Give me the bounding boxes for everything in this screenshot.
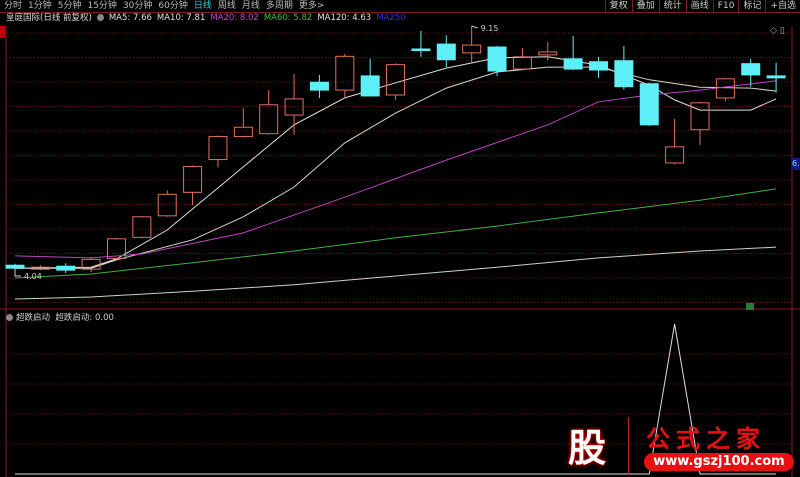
candle-up [512, 56, 532, 70]
tool-buttons: 复权 叠加 统计 画线 F10 标记 +自选 [604, 0, 800, 12]
candle-down [5, 264, 25, 269]
logo-url: www.gszj100.com [644, 453, 794, 471]
tab-period[interactable]: 更多> [298, 1, 325, 11]
candle-down [614, 60, 634, 88]
candle-up [538, 51, 558, 56]
ma-line-ma5 [14, 56, 777, 269]
tab-period[interactable]: 5分钟 [57, 1, 82, 11]
ma-legend-item: MA60: 5.82 [263, 13, 313, 23]
indicator-name: 超跌启动 [16, 313, 51, 323]
tool-button[interactable]: +自选 [765, 0, 800, 12]
low-annotation: 4.04 [24, 272, 42, 281]
candle-up [183, 165, 203, 193]
ma-line-ma120 [14, 246, 777, 300]
logo-char: 股 [568, 426, 607, 470]
settings-dot-icon[interactable] [96, 14, 104, 21]
price-cursor-tag: 6. [792, 158, 800, 170]
ma-legend: 皇庭国际(日线 前复权) MA5: 7.66 MA10: 7.81 MA20: 8.0… [6, 13, 416, 24]
period-tabs: 分时 1分钟 5分钟 15分钟 30分钟 60分钟 日线 周线 月线 多周期 更多> [4, 0, 324, 12]
tab-period[interactable]: 分时 [4, 1, 23, 11]
candle-down [487, 46, 507, 72]
signal-marker [746, 303, 754, 310]
tool-button[interactable]: 叠加 [631, 0, 659, 12]
candle-down [56, 265, 76, 271]
tab-period[interactable]: 60分钟 [158, 1, 188, 11]
candle-down [309, 81, 329, 91]
tool-button[interactable]: 统计 [658, 0, 686, 12]
candle-down [563, 58, 583, 70]
ma-line-ma20 [14, 80, 777, 259]
candle-up [715, 78, 735, 99]
ma-legend-item: MA10: 7.81 [156, 13, 206, 23]
candle-up [335, 55, 355, 91]
logo-name: 公式之家 [646, 424, 766, 453]
candle-down [411, 48, 431, 51]
logo-divider [628, 417, 629, 475]
ma-line-ma10 [15, 66, 777, 269]
tab-period[interactable]: 日线 [193, 1, 212, 11]
watermark-logo: 股 公式之家 www.gszj100.com [556, 415, 800, 477]
candle-down [589, 61, 609, 71]
ma-legend-item: MA20: 8.02 [210, 13, 259, 23]
candle-up [81, 258, 101, 270]
candle-down [741, 63, 761, 76]
high-annotation: 9.15 [481, 24, 499, 33]
candle-up [690, 102, 710, 131]
tab-period[interactable]: 月线 [241, 1, 260, 11]
ma-legend-item: MA250 [376, 13, 406, 23]
tab-period[interactable]: 周线 [217, 1, 236, 11]
tool-button[interactable]: 画线 [685, 0, 713, 12]
tool-button[interactable]: 复权 [604, 0, 632, 12]
ma-legend-item: MA5: 7.66 [108, 13, 152, 23]
tab-period[interactable]: 30分钟 [122, 1, 153, 11]
candle-down [639, 83, 659, 126]
candle-up [233, 126, 253, 138]
candle-up [386, 64, 406, 96]
tool-button[interactable]: 标记 [738, 0, 765, 12]
indicator-legend: 超跌启动 超跌启动: 0.00 [6, 313, 114, 324]
candle-up [132, 216, 152, 238]
candle-up [665, 146, 685, 164]
settings-dot-icon[interactable] [6, 314, 13, 321]
toolbar: 分时 1分钟 5分钟 15分钟 30分钟 60分钟 日线 周线 月线 多周期 更多> 复权 叠加 统计画… [0, 0, 800, 13]
stock-title: 皇庭国际(日线 前复权) [6, 13, 92, 23]
low-annotation-pointer [14, 268, 21, 277]
ma-line-ma60 [14, 188, 777, 279]
indicator-value: 超跌启动: 0.00 [55, 313, 114, 323]
candle-down [766, 75, 786, 79]
candle-up [157, 193, 177, 217]
candle-up [462, 44, 482, 54]
tool-button[interactable]: F10 [712, 0, 739, 12]
left-axis-marker [0, 26, 5, 38]
candle-down [436, 43, 456, 61]
candle-up [106, 238, 126, 259]
panel-toggle-icons[interactable]: ◇ ▯ [770, 26, 785, 36]
candle-up [30, 266, 50, 270]
candle-up [284, 98, 304, 116]
ma-legend-item: MA120: 4.63 [317, 13, 372, 23]
tab-period[interactable]: 多周期 [265, 1, 293, 11]
high-annotation-pointer [471, 25, 478, 29]
tab-period[interactable]: 15分钟 [87, 1, 117, 11]
candle-up [259, 104, 279, 135]
indicator-line [15, 323, 777, 475]
tab-period[interactable]: 1分钟 [28, 1, 52, 11]
candle-down [360, 75, 380, 97]
candle-up [208, 136, 228, 161]
